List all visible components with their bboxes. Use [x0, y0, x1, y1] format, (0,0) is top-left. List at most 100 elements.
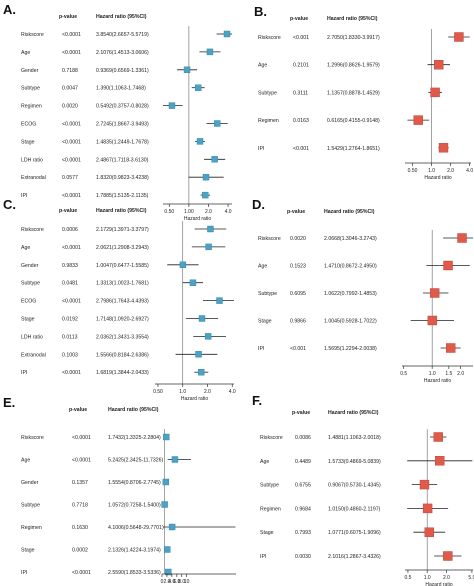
row-p-value: <0.0001 [62, 299, 81, 305]
row-label: Riskscore [260, 435, 283, 441]
row-label: Regimen [21, 525, 42, 531]
row-p-value: 0.1003 [62, 352, 78, 358]
row-p-value: 0.2101 [293, 63, 309, 69]
x-tick-label: 0.50 [164, 209, 174, 215]
hazard-ratio-marker [422, 503, 433, 514]
hazard-ratio-marker [183, 66, 191, 74]
row-hazard-ratio-text: 1.3313(1.0023-1.7681) [96, 281, 149, 287]
row-hazard-ratio-text: 1.0622(0.7992-1.4853) [324, 291, 377, 297]
row-p-value: 0.0002 [72, 548, 88, 554]
row-p-value: 0.0006 [62, 227, 78, 233]
header-hazard-ratio: Hazard ratio (95%CI) [324, 209, 375, 215]
row-p-value: <0.0001 [62, 245, 81, 251]
row-p-value: 0.1523 [290, 264, 306, 270]
hazard-ratio-marker [198, 315, 206, 322]
row-hazard-ratio-text: 1.5429(1.2764-1.8651) [327, 146, 380, 152]
panel-label: B. [254, 4, 267, 19]
panel-label: E. [3, 395, 15, 410]
row-hazard-ratio-text: 3.8540(2.6657-5.5719) [96, 32, 149, 38]
x-tick-label: 1.0 [424, 575, 431, 581]
x-tick-label: 0 [161, 579, 164, 585]
x-axis-label: Hazard ratio [424, 378, 451, 384]
row-p-value: <0.0001 [62, 32, 81, 38]
row-label: Riskscore [21, 32, 44, 38]
row-label: IPI [21, 570, 27, 576]
row-label: Age [21, 50, 30, 56]
row-p-value: 0.0047 [62, 86, 78, 92]
panel-label: D. [252, 197, 265, 212]
row-label: Stage [21, 139, 35, 145]
hazard-ratio-marker [445, 343, 456, 353]
hazard-ratio-marker [196, 138, 204, 145]
forest-panel-a: A. p-value Hazard ratio (95%CI) Riskscore <0… [3, 2, 232, 222]
row-p-value: 0.0577 [62, 175, 78, 181]
header-p-value: p-value [287, 209, 305, 215]
row-p-value: 0.9866 [290, 319, 306, 325]
row-label: IPI [21, 370, 27, 376]
row-label: Stage [21, 548, 35, 554]
row-label: Age [260, 459, 269, 465]
x-axis-label: Hazard ratio [424, 175, 451, 181]
x-tick-label: 2.0 [443, 575, 450, 581]
row-hazard-ratio-text: 2.7986(1.7643-4.4393) [96, 299, 149, 305]
row-p-value: <0.0001 [72, 570, 91, 576]
row-hazard-ratio-text: 1.6819(1.3844-2.0433) [96, 370, 149, 376]
panel-label: F. [252, 393, 262, 408]
header-p-value: p-value [290, 16, 308, 22]
forest-panel-b: B. p-value Hazard ratio (95%CI) Riskscore <0… [254, 4, 473, 181]
row-label: Stage [21, 317, 35, 323]
hazard-ratio-marker [433, 432, 443, 442]
row-hazard-ratio-text: 2.0362(1.3431-3.3554) [96, 334, 149, 340]
row-hazard-ratio-text: 0.6165(0.4155-0.9148) [327, 118, 380, 124]
row-label: IPI [260, 554, 266, 560]
hazard-ratio-marker [427, 315, 438, 326]
row-p-value: 0.6095 [290, 291, 306, 297]
row-p-value: 0.7993 [295, 530, 311, 536]
hazard-ratio-marker [457, 233, 467, 243]
row-hazard-ratio-text: 1.5554(0.8706-2.7745) [108, 480, 161, 486]
header-p-value: p-value [292, 410, 310, 416]
x-tick-label: 0.5 [400, 371, 407, 377]
row-hazard-ratio-text: 2.1016(1.2867-3.4326) [328, 554, 381, 560]
row-label: Subtype [258, 90, 277, 96]
x-tick-label: 2.0 [447, 168, 454, 174]
hazard-ratio-marker [189, 279, 197, 286]
x-tick-label: 4.0 [466, 168, 473, 174]
row-label: ECOG [21, 122, 36, 128]
row-p-value: <0.0001 [62, 193, 81, 199]
row-hazard-ratio-text: 0.9369(0.6569-1.3361) [96, 68, 149, 74]
hazard-ratio-marker [165, 568, 172, 576]
row-label: IPI [21, 193, 27, 199]
row-hazard-ratio-text: 1.0047(0.6477-1.5585) [96, 263, 149, 269]
row-hazard-ratio-text: 1.4835(1.2449-1.7678) [96, 139, 149, 145]
hazard-ratio-marker [195, 351, 202, 358]
hazard-ratio-marker [168, 102, 176, 109]
row-label: Age [258, 63, 267, 69]
row-label: Regimen [21, 104, 42, 110]
x-tick-label: 4.0 [229, 389, 236, 395]
row-label: Subtype [21, 281, 40, 287]
forest-panel-c: C. p-value Hazard ratio (95%CI) Riskscore 0.… [3, 197, 236, 402]
row-p-value: <0.0001 [62, 122, 81, 128]
x-tick-label: 8.0 [178, 579, 185, 585]
x-tick-label: 1.0 [179, 389, 186, 395]
row-p-value: 0.3111 [293, 90, 308, 96]
hazard-ratio-marker [207, 225, 214, 233]
row-hazard-ratio-text: 2.1326(1.4224-3.1974) [108, 548, 161, 554]
x-tick-label: 0.50 [408, 168, 418, 174]
row-p-value: <0.001 [293, 146, 309, 152]
row-label: Subtype [21, 86, 40, 92]
x-axis-label: Hazard ratio [181, 396, 208, 402]
row-label: Gender [21, 480, 39, 486]
header-hazard-ratio: Hazard ratio (95%CI) [96, 14, 147, 20]
row-p-value: 0.0030 [295, 554, 311, 560]
hazard-ratio-marker [204, 333, 212, 340]
x-tick-label: 6.0 [173, 579, 180, 585]
x-tick-label: 10 [184, 579, 190, 585]
x-tick-label: 0.5 [404, 575, 411, 581]
row-hazard-ratio-text: 2.1729(1.3971-3.3797) [96, 227, 149, 233]
row-hazard-ratio-text: 2.4867(1.7118-3.6130) [96, 157, 149, 163]
row-label: Subtype [260, 483, 279, 489]
hazard-ratio-marker [438, 143, 449, 153]
row-p-value: 0.0086 [295, 435, 311, 441]
